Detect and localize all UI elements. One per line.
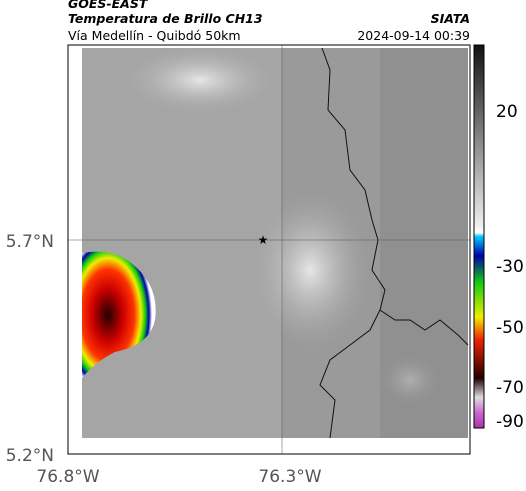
image-shade bbox=[380, 48, 468, 438]
colorbar bbox=[473, 44, 485, 429]
star-marker: ★ bbox=[258, 233, 269, 247]
region: Vía Medellín - Quibdó 50km bbox=[68, 28, 241, 43]
convective-cell bbox=[82, 251, 156, 378]
colorbar-tick: -70 bbox=[496, 378, 524, 398]
org: SIATA bbox=[431, 11, 470, 26]
colorbar-tick: 20 bbox=[496, 102, 518, 122]
colorbar-tick: -50 bbox=[496, 318, 524, 338]
cloud bbox=[120, 45, 280, 115]
lon-label: 76.3°W bbox=[258, 467, 321, 487]
boundary bbox=[319, 309, 381, 439]
colorbar-tick: -90 bbox=[496, 412, 524, 432]
product: Temperatura de Brillo CH13 bbox=[68, 11, 263, 26]
cloud bbox=[250, 190, 370, 350]
map-frame bbox=[67, 44, 471, 455]
colorbar-tick: -30 bbox=[496, 257, 524, 277]
source: GOES-EAST bbox=[68, 0, 149, 11]
lon-label: 76.8°W bbox=[36, 467, 99, 487]
datetime: 2024-09-14 00:39 bbox=[357, 28, 470, 43]
boundary bbox=[321, 47, 469, 346]
colorbar-ticks: 20 -30 -50 -70 -90 bbox=[496, 102, 524, 432]
lat-label: 5.2°N bbox=[6, 446, 54, 466]
lat-label: 5.7°N bbox=[6, 232, 54, 252]
